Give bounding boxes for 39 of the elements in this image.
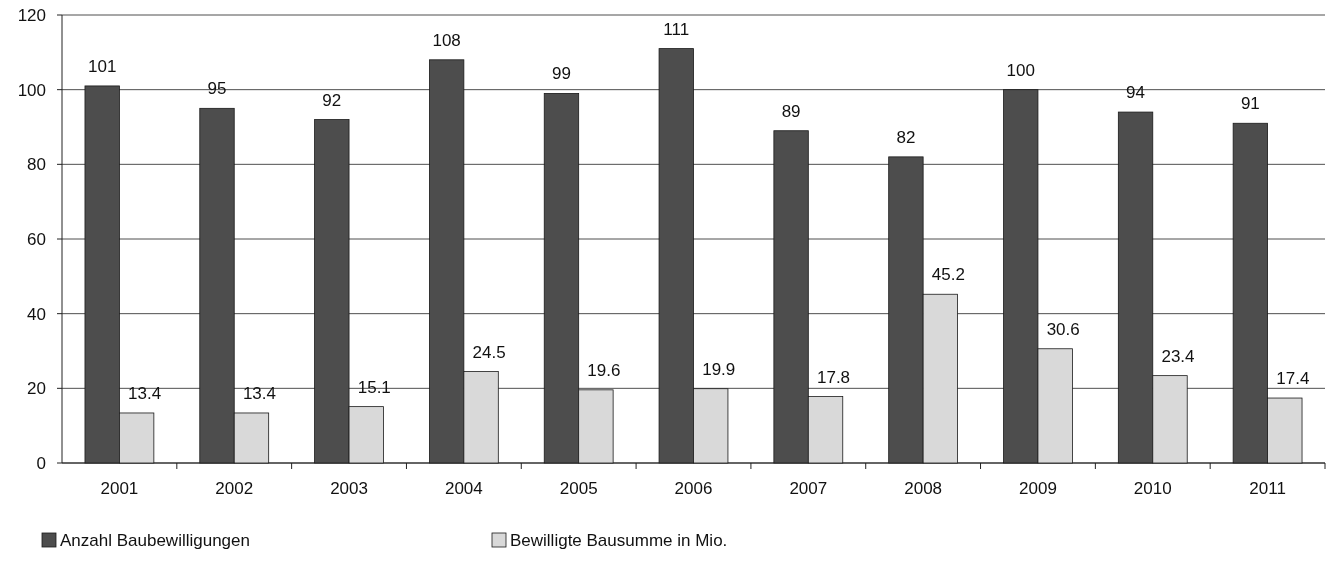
data-label: 19.6	[587, 360, 621, 380]
y-tick-label: 120	[17, 5, 46, 25]
data-label: 24.5	[472, 342, 506, 362]
data-label: 111	[663, 19, 690, 39]
y-tick-label: 100	[17, 80, 46, 100]
data-label: 92	[322, 90, 342, 110]
y-tick-label: 60	[27, 229, 46, 249]
legend-label: Bewilligte Bausumme in Mio.	[510, 530, 728, 550]
x-tick-label: 2004	[444, 479, 483, 498]
data-label: 82	[896, 127, 916, 147]
x-tick-label: 2001	[100, 479, 139, 498]
y-tick-label: 20	[27, 379, 46, 399]
x-tick-label: 2002	[215, 479, 254, 498]
data-label: 100	[1006, 60, 1035, 80]
data-label: 23.4	[1161, 346, 1195, 366]
data-label: 101	[88, 56, 117, 76]
data-label: 99	[552, 64, 571, 84]
data-label: 13.4	[242, 383, 276, 403]
data-label: 17.4	[1276, 369, 1310, 389]
y-tick-label: 40	[27, 304, 46, 324]
x-tick-label: 2006	[674, 479, 713, 498]
data-label: 19.9	[702, 359, 736, 379]
data-label: 89	[781, 101, 801, 121]
y-tick-label: 0	[36, 453, 46, 473]
x-tick-label: 2007	[789, 479, 828, 498]
x-tick-label: 2008	[904, 479, 943, 498]
x-tick-label: 2005	[559, 479, 598, 498]
data-label: 108	[432, 30, 461, 50]
data-label: 91	[1240, 94, 1260, 114]
y-tick-label: 80	[27, 155, 46, 175]
x-tick-label: 2009	[1019, 479, 1057, 498]
data-label: 30.6	[1046, 319, 1080, 339]
data-label: 17.8	[816, 367, 851, 387]
x-tick-label: 2003	[330, 479, 368, 498]
data-label: 13.4	[128, 383, 162, 403]
x-tick-label: 2010	[1133, 479, 1172, 498]
data-label: 45.2	[931, 265, 965, 285]
legend-label: Anzahl Baubewilligungen	[60, 530, 250, 550]
x-tick-label: 2011	[1249, 479, 1286, 498]
